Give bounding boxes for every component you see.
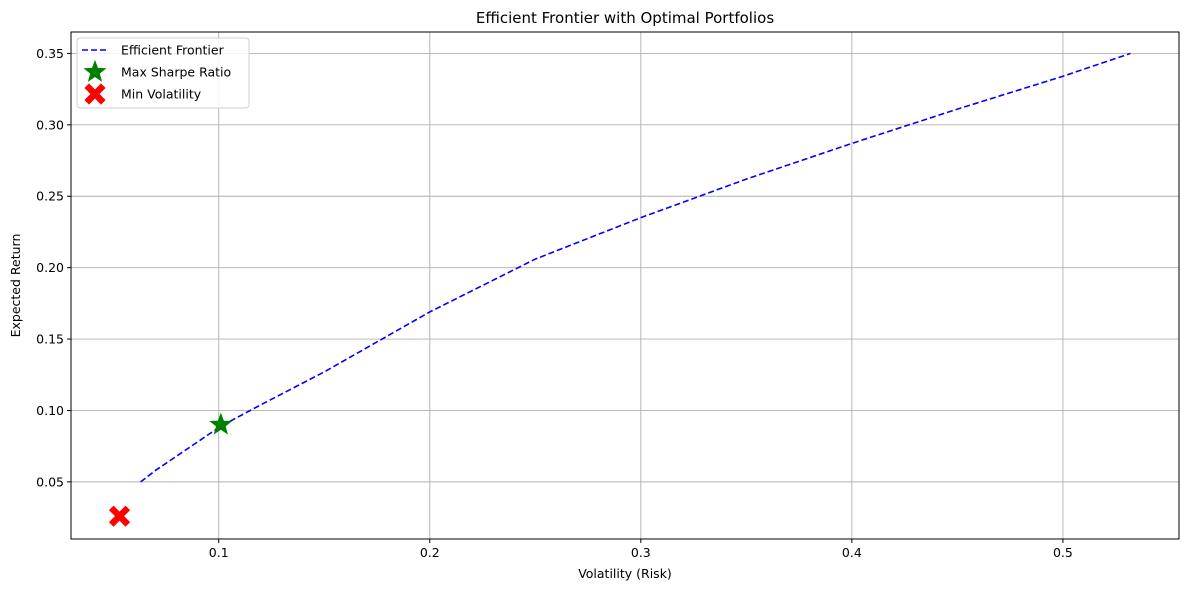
chart-title: Efficient Frontier with Optimal Portfoli…	[476, 9, 774, 27]
legend-star-icon	[83, 59, 107, 82]
x-tick-label: 0.5	[1053, 545, 1073, 560]
legend-label: Max Sharpe Ratio	[121, 65, 231, 80]
y-tick-label: 0.05	[36, 474, 64, 489]
y-axis-label: Expected Return	[8, 234, 23, 338]
plot-area	[108, 52, 1131, 527]
legend-label: Efficient Frontier	[121, 43, 225, 58]
legend-label: Min Volatility	[121, 87, 202, 102]
x-tick-label: 0.1	[209, 545, 229, 560]
min-volatility-marker	[108, 505, 131, 527]
y-tick-label: 0.25	[36, 189, 64, 204]
axes-frame	[70, 31, 1180, 540]
x-tick-label: 0.3	[631, 545, 651, 560]
legend: Efficient Frontier Max Sharpe Ratio Min Vo…	[76, 37, 250, 109]
y-tick-label: 0.20	[36, 260, 64, 275]
x-tick-label: 0.2	[420, 545, 440, 560]
grid	[71, 32, 1179, 539]
x-axis-label: Volatility (Risk)	[578, 566, 672, 581]
legend-x-icon	[84, 83, 106, 105]
y-tick-label: 0.35	[36, 46, 64, 61]
legend-box	[76, 37, 250, 109]
y-tick-label: 0.15	[36, 332, 64, 347]
y-tick-label: 0.30	[36, 117, 64, 132]
x-tick-label: 0.4	[842, 545, 862, 560]
max-sharpe-marker	[209, 412, 233, 435]
efficient-frontier-line	[140, 52, 1131, 483]
x-axis-ticks: 0.1 0.2 0.3 0.4 0.5	[209, 539, 1073, 560]
y-axis-ticks: 0.05 0.10 0.15 0.20 0.25 0.30 0.35	[36, 46, 71, 489]
y-tick-label: 0.10	[36, 403, 64, 418]
